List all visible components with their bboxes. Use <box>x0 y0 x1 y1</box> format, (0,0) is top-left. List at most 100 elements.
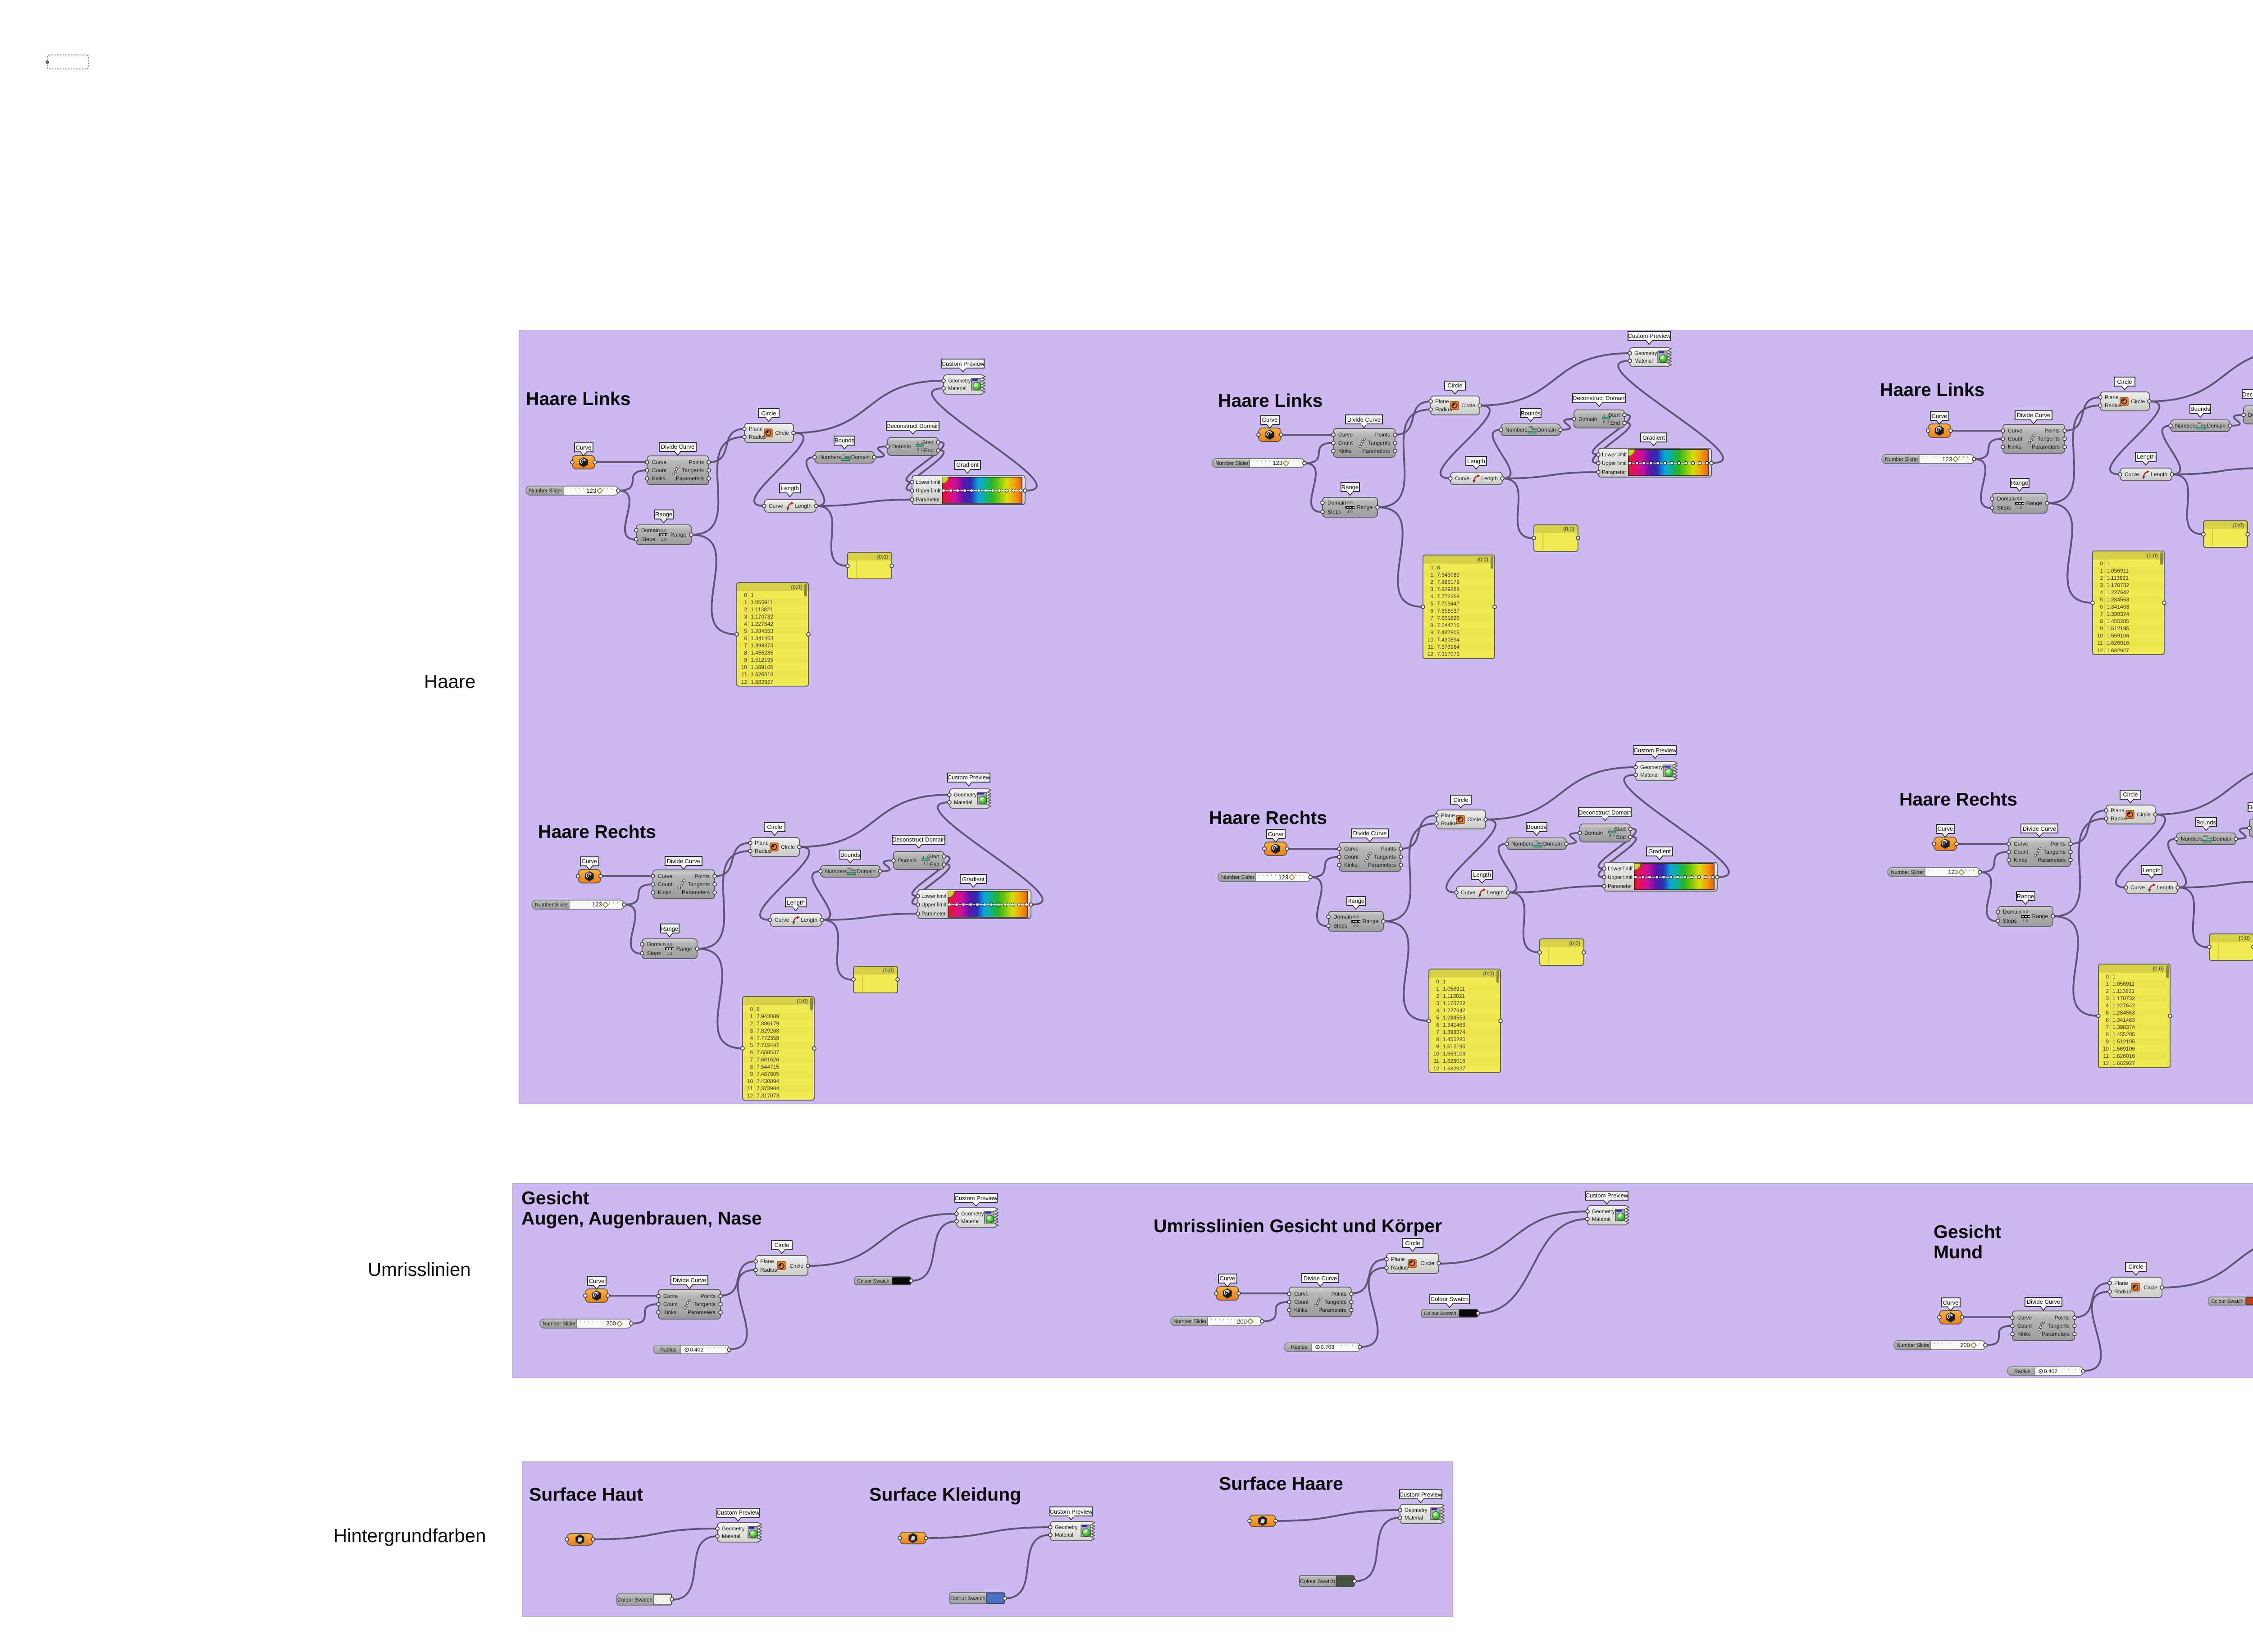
svg-text:Range: Range <box>2026 500 2043 506</box>
svg-text:Range: Range <box>676 946 693 952</box>
svg-text:Curve: Curve <box>1268 831 1284 837</box>
svg-text:Steps: Steps <box>1327 509 1341 515</box>
svg-text:Count: Count <box>2008 436 2023 442</box>
svg-text:1: 1 <box>1607 420 1610 424</box>
svg-text:Points: Points <box>701 1293 716 1299</box>
svg-text:Radius: Radius <box>2105 402 2121 409</box>
svg-text:7.658537: 7.658537 <box>1437 608 1459 614</box>
svg-text:0.763: 0.763 <box>1321 1344 1334 1350</box>
svg-text:Plane: Plane <box>1391 1256 1405 1262</box>
svg-text:Numbers: Numbers <box>1505 427 1528 433</box>
svg-text:Kinks: Kinks <box>1344 862 1357 868</box>
svg-text:Custom Preview: Custom Preview <box>1400 1491 1442 1498</box>
svg-text:Upper limit: Upper limit <box>1608 875 1633 880</box>
svg-text:7: 7 <box>1430 615 1433 621</box>
svg-text:End: End <box>1616 834 1626 840</box>
svg-text:Kinks: Kinks <box>2017 1331 2030 1337</box>
svg-text:1.398374: 1.398374 <box>2107 611 2129 617</box>
svg-text:10: 10 <box>1433 1051 1440 1057</box>
svg-text:Lower limit: Lower limit <box>1602 452 1627 458</box>
svg-text:0.402: 0.402 <box>690 1347 703 1353</box>
svg-text:Points: Points <box>689 459 704 465</box>
svg-text:Colour Swatch: Colour Swatch <box>1431 1296 1469 1302</box>
svg-text:Tangents: Tangents <box>2048 1323 2070 1329</box>
svg-text:8: 8 <box>1437 564 1440 571</box>
svg-text:1: 1 <box>2107 560 2110 567</box>
svg-text:2: 2 <box>1436 993 1439 999</box>
svg-text:0.0: 0.0 <box>667 942 672 947</box>
svg-text:Geometry: Geometry <box>954 792 977 798</box>
svg-text:Length: Length <box>781 485 799 492</box>
svg-text:7.943089: 7.943089 <box>1437 572 1459 578</box>
svg-text:123: 123 <box>1278 874 1288 881</box>
svg-text:Number Slider: Number Slider <box>1897 1343 1930 1348</box>
svg-text:Haare Links: Haare Links <box>1880 379 1984 400</box>
svg-text:4: 4 <box>2100 589 2103 596</box>
svg-text:Colour Swatch: Colour Swatch <box>2211 1299 2244 1304</box>
svg-text:1.626016: 1.626016 <box>2107 640 2129 646</box>
svg-text:Start: Start <box>922 439 934 446</box>
svg-text:Tangents: Tangents <box>1374 854 1396 860</box>
svg-text:Colour Swatch: Colour Swatch <box>1424 1311 1456 1316</box>
svg-text:7.943089: 7.943089 <box>757 1013 779 1019</box>
svg-text:{0;0}: {0;0} <box>2153 965 2164 972</box>
svg-text:12: 12 <box>747 1092 753 1099</box>
svg-text:7: 7 <box>2106 1024 2109 1030</box>
svg-text:Divide Curve: Divide Curve <box>2017 412 2050 419</box>
svg-text:Plane: Plane <box>2105 394 2119 400</box>
svg-text:7.487805: 7.487805 <box>1437 629 1459 636</box>
svg-text:End: End <box>924 447 934 454</box>
svg-text:Domain: Domain <box>857 868 876 874</box>
svg-text:Circle: Circle <box>2137 811 2151 818</box>
svg-text:End: End <box>1610 420 1620 426</box>
svg-text:1.227642: 1.227642 <box>751 621 773 627</box>
svg-text:Parameter: Parameter <box>1608 884 1632 889</box>
svg-text:Lower limit: Lower limit <box>916 480 941 485</box>
svg-text:Count: Count <box>1294 1299 1309 1305</box>
svg-text:1.056911: 1.056911 <box>1443 986 1465 992</box>
svg-text:Parameters: Parameters <box>1318 1307 1346 1313</box>
svg-text:1: 1 <box>2106 981 2109 987</box>
svg-text:Length: Length <box>795 503 812 509</box>
svg-text:0.0: 0.0 <box>2017 496 2022 501</box>
svg-text:Range: Range <box>1357 504 1373 510</box>
svg-text:Kinks: Kinks <box>1338 448 1351 454</box>
svg-text:10: 10 <box>2103 1046 2109 1052</box>
svg-text:Curve: Curve <box>2125 471 2139 478</box>
svg-text:Haare Links: Haare Links <box>1218 390 1323 411</box>
svg-text:max: max <box>1537 842 1543 845</box>
svg-text:Range: Range <box>1341 484 1359 491</box>
svg-text:7.772358: 7.772358 <box>1437 593 1459 600</box>
svg-text:Number Slider: Number Slider <box>1885 457 1918 462</box>
svg-text:Number Slider: Number Slider <box>1891 870 1924 875</box>
svg-text:Number Slider: Number Slider <box>529 488 562 494</box>
svg-text:Colour Swatch: Colour Swatch <box>617 1597 652 1603</box>
svg-text:Material: Material <box>1634 359 1653 364</box>
svg-text:Custom Preview: Custom Preview <box>1050 1508 1093 1515</box>
svg-text:1.0: 1.0 <box>2017 505 2022 510</box>
svg-text:Count: Count <box>658 881 673 887</box>
svg-text:Divide Curve: Divide Curve <box>673 1277 706 1283</box>
svg-text:Domain: Domain <box>1578 416 1597 422</box>
svg-text:Start: Start <box>1614 826 1626 832</box>
svg-text:6: 6 <box>2106 1017 2109 1023</box>
svg-text:Numbers: Numbers <box>1511 841 1533 847</box>
svg-text:Lower limit: Lower limit <box>1608 866 1633 872</box>
svg-text:Domain: Domain <box>1327 500 1346 506</box>
svg-text:1: 1 <box>751 592 754 598</box>
svg-text:Curve: Curve <box>589 1278 605 1284</box>
svg-text:8: 8 <box>757 1006 760 1012</box>
svg-text:Parameter: Parameter <box>916 497 940 503</box>
svg-text:0: 0 <box>1436 978 1439 985</box>
svg-text:Circle: Circle <box>2128 1263 2143 1270</box>
svg-text:8: 8 <box>2106 1031 2109 1038</box>
svg-text:Deconstruct Domain: Deconstruct Domain <box>2242 391 2253 398</box>
svg-text:Divide Curve: Divide Curve <box>2027 1298 2060 1305</box>
svg-text:Hintergrundfarben: Hintergrundfarben <box>333 1525 486 1546</box>
svg-text:Domain: Domain <box>1997 496 2016 502</box>
svg-text:Domain: Domain <box>2207 423 2226 429</box>
svg-text:Parameter: Parameter <box>1602 470 1626 475</box>
svg-text:Parameters: Parameters <box>2032 444 2060 450</box>
svg-text:Points: Points <box>2045 428 2060 434</box>
svg-text:Umrisslinien: Umrisslinien <box>368 1259 471 1280</box>
